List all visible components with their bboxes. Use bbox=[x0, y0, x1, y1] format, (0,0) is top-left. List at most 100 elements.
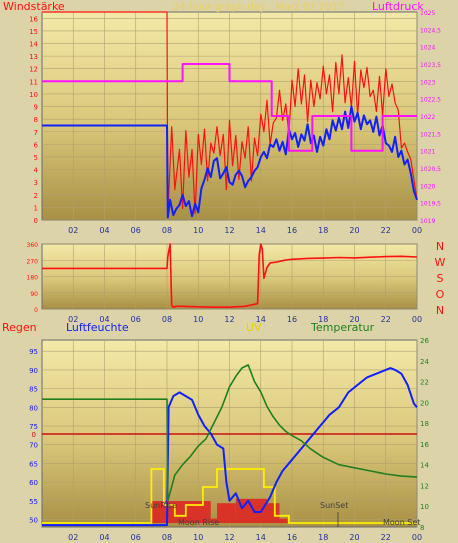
x-tick-label: 08 bbox=[162, 533, 172, 542]
y-tick-label: 1021,5 bbox=[420, 131, 441, 138]
rain-bar bbox=[151, 501, 167, 523]
compass-label: N bbox=[436, 304, 444, 317]
y-tick-label: 55 bbox=[29, 498, 38, 506]
y-tick-label: 26 bbox=[420, 337, 429, 345]
y-tick-label: 90 bbox=[29, 367, 38, 375]
y-tick-label: 50 bbox=[29, 517, 38, 525]
wind-pressure-panel: 02 04 06 08 10 12 14 16 18 20 22 000123456789101112… bbox=[3, 0, 441, 235]
y-tick-label: 11 bbox=[29, 78, 38, 86]
series-pressure bbox=[42, 63, 417, 152]
y-tick-label: 65 bbox=[29, 460, 38, 468]
x-tick-label: 04 bbox=[99, 315, 109, 324]
y-tick-label: 8 bbox=[34, 116, 38, 124]
x-tick-label: 12 bbox=[224, 315, 234, 324]
annotation-label: SunSet bbox=[320, 501, 348, 510]
annotation-label: Moon Rise bbox=[178, 518, 219, 527]
rain-tick-label: 0 bbox=[32, 431, 36, 439]
series-uv bbox=[42, 468, 417, 524]
y-tick-label: 13 bbox=[29, 53, 38, 61]
y-tick-label: 14 bbox=[420, 462, 429, 470]
x-tick-label: 08 bbox=[162, 226, 172, 235]
x-tick-label: 22 bbox=[381, 315, 391, 324]
series-humidity bbox=[42, 367, 418, 527]
y-tick-label: 1021 bbox=[420, 149, 435, 156]
x-tick-label: 20 bbox=[349, 533, 359, 542]
y-tick-label: 8 bbox=[420, 524, 424, 532]
rain-bar bbox=[217, 503, 236, 523]
y-tick-label: 270 bbox=[27, 258, 39, 265]
y-tick-label: 1024 bbox=[420, 45, 435, 52]
y-tick-label: 60 bbox=[29, 479, 38, 487]
compass-label: S bbox=[437, 272, 444, 285]
x-tick-label: 04 bbox=[99, 226, 109, 235]
x-tick-label: 04 bbox=[99, 533, 109, 542]
y-tick-label: 2 bbox=[34, 192, 38, 200]
x-tick-label: 16 bbox=[287, 226, 297, 235]
x-tick-label: 08 bbox=[162, 315, 172, 324]
y-tick-label: 18 bbox=[420, 420, 429, 428]
y-tick-label: 7 bbox=[34, 129, 38, 137]
x-tick-label: 14 bbox=[256, 226, 266, 235]
x-tick-label: 18 bbox=[318, 315, 328, 324]
y-tick-label: 90 bbox=[30, 291, 38, 298]
y-tick-label: 1022,5 bbox=[420, 97, 441, 104]
label-uv: UV bbox=[246, 321, 262, 334]
x-tick-label: 06 bbox=[131, 533, 141, 542]
x-tick-label: 02 bbox=[68, 226, 78, 235]
y-tick-label: 80 bbox=[29, 404, 38, 412]
y-tick-label: 75 bbox=[29, 423, 38, 431]
compass-label: N bbox=[436, 240, 444, 253]
label-windstaerke: Windstärke bbox=[3, 0, 65, 13]
y-tick-label: 24 bbox=[420, 358, 429, 366]
rain-bar bbox=[167, 501, 211, 523]
x-tick-label: 18 bbox=[318, 533, 328, 542]
y-tick-label: 16 bbox=[420, 441, 429, 449]
climate-panel: 02 04 06 08 10 12 14 16 18 20 22 005055606570758085… bbox=[2, 321, 429, 542]
y-tick-label: 9 bbox=[34, 104, 38, 112]
x-tick-label: 10 bbox=[193, 533, 203, 542]
x-tick-label: 12 bbox=[224, 533, 234, 542]
y-tick-label: 1019 bbox=[420, 218, 435, 225]
annotation-label: SunRise bbox=[145, 501, 177, 510]
rain-bar bbox=[279, 518, 288, 523]
x-tick-label: 20 bbox=[349, 315, 359, 324]
y-tick-label: 4 bbox=[34, 167, 39, 175]
x-tick-label: 06 bbox=[131, 315, 141, 324]
x-tick-label: 18 bbox=[318, 226, 328, 235]
y-tick-label: 12 bbox=[420, 482, 429, 490]
y-tick-label: 1019,5 bbox=[420, 201, 441, 208]
rain-bar bbox=[210, 518, 217, 523]
x-tick-label: 02 bbox=[68, 315, 78, 324]
chart-title: 24 hour graph day : Marz 02 2017 bbox=[173, 2, 344, 13]
y-tick-label: 0 bbox=[34, 307, 38, 314]
x-tick-label: 16 bbox=[287, 533, 297, 542]
y-tick-label: 1023 bbox=[420, 79, 435, 86]
x-tick-label: 00 bbox=[412, 533, 422, 542]
x-tick-label: 22 bbox=[381, 226, 391, 235]
compass-label: O bbox=[436, 288, 445, 301]
label-regen: Regen bbox=[2, 321, 37, 334]
label-temperatur: Temperatur bbox=[310, 321, 375, 334]
y-tick-label: 6 bbox=[34, 141, 39, 149]
x-tick-label: 10 bbox=[193, 226, 203, 235]
x-tick-label: 22 bbox=[381, 533, 391, 542]
y-tick-label: 85 bbox=[29, 386, 38, 394]
x-tick-label: 12 bbox=[224, 226, 234, 235]
y-tick-label: 95 bbox=[29, 348, 38, 356]
series-wind-direction bbox=[42, 243, 418, 309]
x-tick-label: 06 bbox=[131, 226, 141, 235]
y-tick-label: 1022 bbox=[420, 114, 435, 121]
x-tick-label: 16 bbox=[287, 315, 297, 324]
y-tick-label: 3 bbox=[34, 179, 38, 187]
x-tick-label: 02 bbox=[68, 533, 78, 542]
y-tick-label: 1023,5 bbox=[420, 62, 441, 69]
y-tick-label: 1025 bbox=[420, 10, 435, 17]
series-gust bbox=[42, 11, 418, 217]
x-tick-label: 14 bbox=[256, 315, 266, 324]
y-tick-label: 20 bbox=[420, 399, 429, 407]
y-tick-label: 14 bbox=[29, 41, 38, 49]
y-tick-label: 1024,5 bbox=[420, 27, 441, 34]
y-tick-label: 1 bbox=[34, 204, 38, 212]
